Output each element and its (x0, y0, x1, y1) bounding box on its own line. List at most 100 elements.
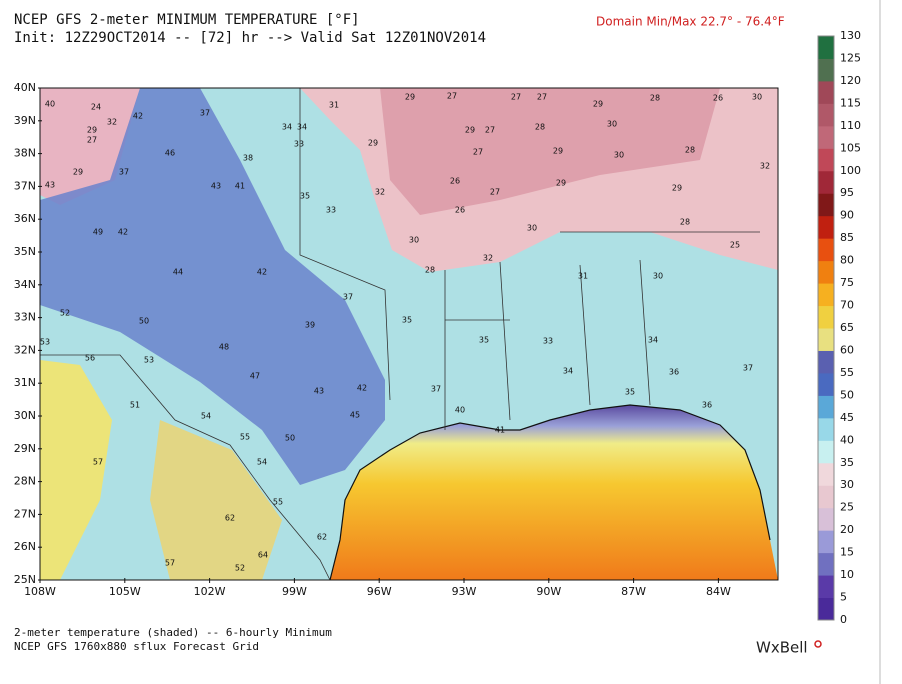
colorbar-label: 105 (840, 141, 861, 154)
init-line: Init: 12Z29OCT2014 -- [72] hr --> Valid … (14, 30, 486, 46)
station-value: 30 (653, 272, 663, 281)
colorbar-swatch (818, 575, 834, 599)
station-value: 30 (527, 224, 537, 233)
station-value: 28 (685, 146, 695, 155)
colorbar-label: 15 (840, 546, 854, 559)
colorbar-swatch (818, 328, 834, 351)
station-value: 52 (235, 564, 245, 573)
station-value: 53 (40, 338, 50, 347)
station-value: 26 (450, 177, 460, 186)
station-value: 50 (285, 434, 295, 443)
lat-label: 37N (14, 179, 36, 192)
station-value: 55 (240, 433, 250, 442)
lat-label: 34N (14, 278, 36, 291)
colorbar-label: 130 (840, 29, 861, 42)
station-value: 64 (258, 551, 268, 560)
colorbar-swatch (818, 148, 834, 172)
station-value: 35 (402, 316, 412, 325)
lat-label: 25N (14, 573, 36, 586)
colorbar-label: 20 (840, 523, 854, 536)
colorbar-label: 40 (840, 433, 854, 446)
axes: 40N 39N 38N 37N 36N 35N 34N 33N 32N 31N 30N 29N 28N 2… (14, 81, 731, 598)
station-value: 28 (425, 266, 435, 275)
colorbar-swatch (818, 462, 834, 486)
lon-label: 96W (367, 585, 392, 598)
colorbar-label: 80 (840, 254, 854, 267)
station-value: 28 (680, 218, 690, 227)
station-value: 34 (282, 123, 292, 132)
station-value: 30 (409, 236, 419, 245)
colorbar-swatch (818, 417, 834, 441)
station-value: 42 (257, 268, 267, 277)
cool-zone (40, 88, 385, 485)
station-value: 35 (300, 192, 310, 201)
border (40, 88, 760, 580)
colorbar-swatch (818, 597, 834, 621)
colorbar-swatch (818, 552, 834, 576)
lat-label: 27N (14, 507, 36, 520)
colorbar-label: 45 (840, 411, 854, 424)
colorbar-swatch (818, 125, 834, 149)
lat-label: 38N (14, 147, 36, 160)
station-value: 40 (45, 100, 55, 109)
station-value: 43 (45, 181, 55, 190)
cold-zone (380, 88, 720, 215)
colorbar-label: 35 (840, 456, 854, 469)
station-value: 34 (297, 123, 307, 132)
colorbar-label: 55 (840, 366, 854, 379)
station-value: 37 (743, 364, 753, 373)
lon-label: 108W (24, 585, 56, 598)
lat-label: 32N (14, 343, 36, 356)
station-value: 26 (455, 206, 465, 215)
station-value: 36 (702, 401, 712, 410)
station-value: 32 (107, 118, 117, 127)
colorbar-swatch (818, 283, 834, 307)
lat-label: 31N (14, 376, 36, 389)
lon-label: 99W (282, 585, 307, 598)
colorbar-swatch (818, 36, 834, 59)
station-value: 29 (87, 126, 97, 135)
station-value: 35 (625, 388, 635, 397)
station-value: 37 (343, 293, 353, 302)
colorbar-swatch (818, 260, 834, 284)
station-value: 29 (73, 168, 83, 177)
station-value: 30 (614, 151, 624, 160)
station-value: 50 (139, 317, 149, 326)
colorbar-label: 120 (840, 74, 861, 87)
colorbar-label: 125 (840, 51, 861, 64)
station-value: 32 (760, 162, 770, 171)
station-value: 27 (490, 188, 500, 197)
station-value: 29 (553, 147, 563, 156)
lon-label: 105W (109, 585, 141, 598)
station-value: 34 (563, 367, 573, 376)
colorbar-swatch (818, 215, 834, 239)
station-value: 47 (250, 372, 260, 381)
station-value: 33 (543, 337, 553, 346)
lat-label: 30N (14, 409, 36, 422)
station-value: 38 (243, 154, 253, 163)
colorbar-swatch (818, 305, 834, 329)
lat-label: 28N (14, 475, 36, 488)
station-value: 27 (485, 126, 495, 135)
station-value: 52 (60, 309, 70, 318)
coastline (329, 404, 771, 580)
station-value: 27 (473, 148, 483, 157)
lon-label: 90W (536, 585, 561, 598)
station-value: 57 (165, 559, 175, 568)
colorbar-frame (817, 35, 835, 621)
colorbar-label: 95 (840, 186, 854, 199)
footer-line: NCEP GFS 1760x880 sflux Forecast Grid (14, 640, 259, 653)
station-value: 40 (455, 406, 465, 415)
lat-label: 36N (14, 212, 36, 225)
colorbar-swatch (818, 238, 834, 262)
station-value: 27 (87, 136, 97, 145)
station-value: 29 (593, 100, 603, 109)
station-value: 35 (479, 336, 489, 345)
station-value: 55 (273, 498, 283, 507)
station-value: 28 (535, 123, 545, 132)
colorbar-label: 0 (840, 613, 847, 626)
station-value: 42 (118, 228, 128, 237)
colorbar-swatch (818, 58, 834, 82)
